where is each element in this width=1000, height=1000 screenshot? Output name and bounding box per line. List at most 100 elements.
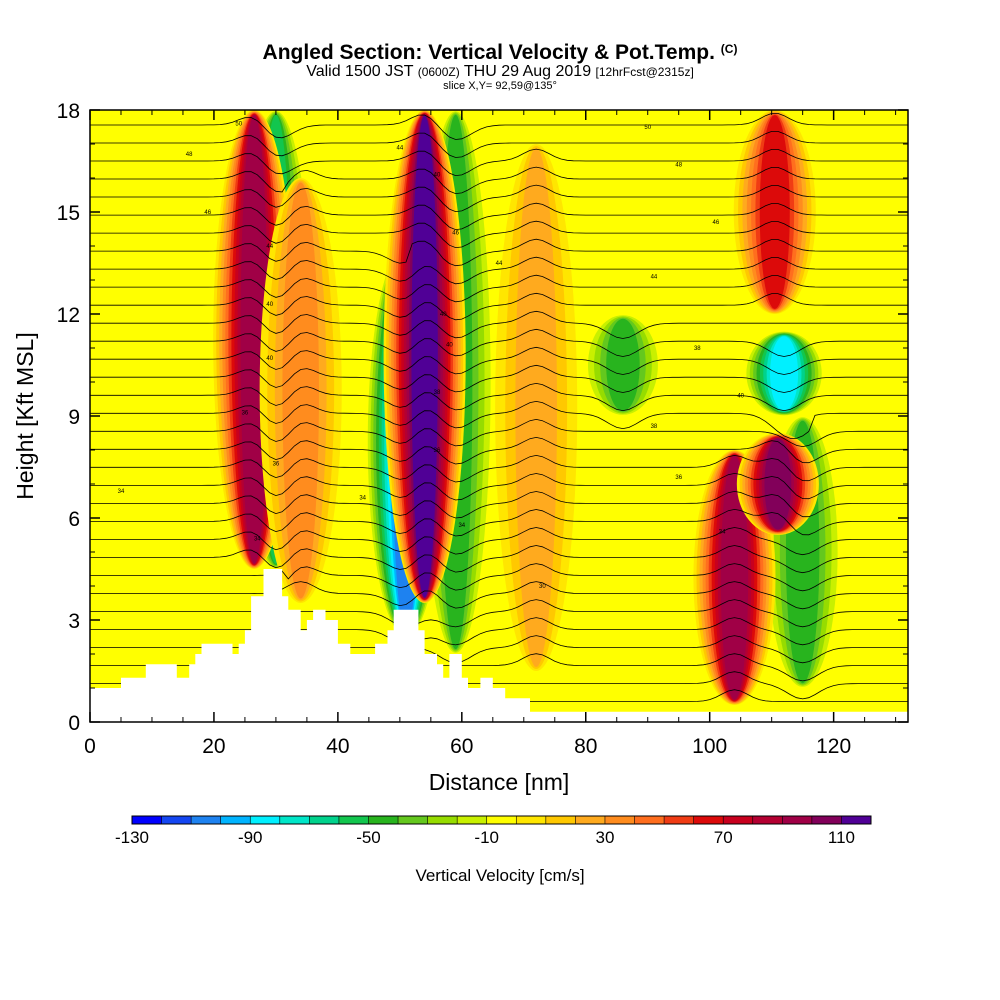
updraft-band [720, 455, 749, 700]
theta-contour [90, 599, 908, 628]
x-tick-label: 60 [450, 735, 473, 758]
theta-contour [90, 454, 908, 483]
theta-contour [90, 563, 908, 592]
updraft-column [495, 144, 578, 671]
colorbar-swatch [486, 816, 517, 824]
updraft-band [764, 438, 792, 530]
chart-title-block: Angled Section: Vertical Velocity & Pot.… [0, 38, 1000, 93]
theta-contour-label: 50 [235, 122, 242, 128]
theta-contour [90, 202, 908, 231]
colorbar: -130 -90 -50 -10 30 70 110 [115, 815, 872, 847]
theta-contour-label: 36 [273, 462, 280, 468]
y-tick-label: 12 [57, 304, 80, 327]
y-tick-label: 0 [68, 712, 80, 735]
x-axis-label: Distance [nm] [429, 769, 570, 795]
theta-contour-label: 46 [204, 210, 211, 216]
colorbar-swatch [161, 816, 192, 824]
x-tick-label: 80 [574, 735, 597, 758]
colorbar-swatch [723, 816, 754, 824]
theta-contour [90, 508, 908, 537]
y-tick-label: 9 [68, 406, 80, 429]
theta-contour-label: 34 [719, 530, 726, 536]
y-tick-label: 6 [68, 508, 80, 531]
updraft-band [240, 115, 268, 564]
theta-contour [90, 400, 908, 439]
theta-contour [90, 382, 908, 412]
theta-contour-label: 34 [458, 523, 465, 529]
theta-labels: 50 48 46 44 40 40 36 36 34 34 44 40 46 44 40 40 38 36 34 34… [118, 122, 745, 590]
y-axis-label: Height [Kft MSL] [12, 332, 38, 499]
chart-slice-info: slice X,Y= 92,59@135° [443, 80, 557, 92]
theta-contour [90, 346, 908, 375]
velocity-field [90, 110, 908, 722]
downdraft-column [743, 331, 826, 416]
theta-contour [90, 418, 908, 448]
colorbar-swatch [279, 816, 310, 824]
theta-contour-label: 40 [446, 343, 453, 349]
theta-contour-label: 36 [242, 411, 249, 417]
theta-contour-label: 38 [434, 390, 441, 396]
theta-contour [90, 238, 908, 267]
colorbar-tick-label: -90 [238, 828, 263, 847]
downdraft-column [581, 314, 664, 416]
theta-contour [90, 472, 908, 501]
colorbar-swatch [368, 816, 399, 824]
colorbar-swatch [250, 816, 281, 824]
colorbar-swatch [693, 816, 724, 824]
colorbar-swatch [191, 816, 222, 824]
theta-contour-label: 36 [675, 475, 682, 481]
theta-contour-label: 34 [359, 496, 366, 502]
colorbar-tick-label: -130 [115, 828, 149, 847]
theta-contour [90, 292, 908, 321]
theta-contour-label: 34 [118, 489, 125, 495]
colorbar-tick-label: -10 [474, 828, 499, 847]
theta-contour-label: 30 [539, 584, 546, 590]
colorbar-swatch [338, 816, 369, 824]
x-tick-label: 120 [816, 735, 851, 758]
y-tick-label: 15 [57, 202, 80, 225]
theta-contour-label: 46 [452, 230, 459, 236]
colorbar-swatch [427, 816, 458, 824]
theta-contour-label: 46 [713, 220, 720, 226]
colorbar-swatch [457, 816, 488, 824]
theta-contour [90, 364, 908, 393]
updraft-column [259, 178, 342, 603]
colorbar-swatch [398, 816, 429, 824]
theta-contour [90, 490, 908, 519]
theta-contour [90, 581, 908, 610]
updraft-band [759, 115, 790, 309]
colorbar-frame [131, 815, 872, 825]
theta-contour-label: 44 [397, 145, 404, 151]
colorbar-swatch [664, 816, 695, 824]
colorbar-swatch [575, 816, 606, 824]
colorbar-swatch [634, 816, 665, 824]
updraft-column [733, 110, 816, 314]
x-tick-label: 0 [84, 735, 96, 758]
downdraft-band [606, 318, 640, 412]
theta-contour [90, 148, 908, 177]
theta-contour-label: 38 [694, 346, 701, 352]
colorbar-swatch [309, 816, 340, 824]
colorbar-tick-label: -50 [356, 828, 381, 847]
theta-contour-label: 48 [186, 152, 193, 158]
theta-contour-label: 34 [254, 536, 261, 542]
colorbar-swatch [811, 816, 842, 824]
colorbar-swatch [782, 816, 813, 824]
y-tick-label: 3 [68, 610, 80, 633]
theta-contour [90, 310, 908, 339]
colorbar-tick-label: 110 [828, 828, 855, 847]
theta-contour [90, 184, 908, 213]
colorbar-swatch [132, 816, 163, 824]
colorbar-tick-label: 70 [714, 828, 733, 847]
theta-contour-label: 48 [675, 162, 682, 168]
x-tick-label: 40 [326, 735, 349, 758]
chart-subtitle: Valid 1500 JST (0600Z) THU 29 Aug 2019 [… [306, 63, 694, 80]
theta-contour-label: 36 [434, 448, 441, 454]
updraft-band [515, 148, 557, 667]
theta-contour [90, 436, 908, 465]
colorbar-swatch [220, 816, 251, 824]
colorbar-swatch [516, 816, 547, 824]
theta-contour-label: 44 [651, 275, 658, 281]
theta-contour-label: 50 [644, 125, 651, 131]
